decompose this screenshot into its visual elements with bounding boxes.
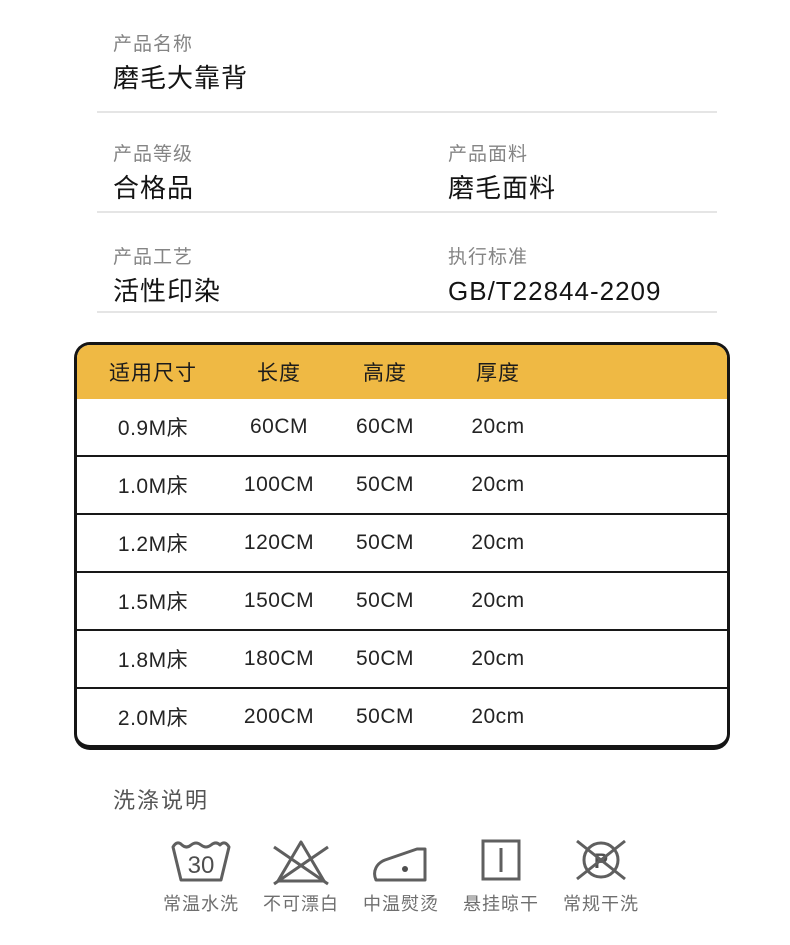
table-row: 1.5M床 150CM 50CM 20cm [77,571,727,630]
table-header-cell: 长度 [229,345,329,399]
iron-medium-heat-icon [373,847,427,882]
table-header-cell: 适用尺寸 [77,345,229,399]
product-grade-value: 合格品 [113,173,195,203]
wash-item-label: 常规干洗 [563,894,639,914]
table-cell: 60CM [249,415,309,438]
table-cell-spacer [555,571,727,630]
table-cell: 20cm [441,455,555,514]
table-cell: 2.0M床 [77,687,229,745]
no-bleach-icon [273,840,329,886]
wash-item-label: 中温熨烫 [363,894,439,914]
table-cell: 180CM [229,629,329,688]
table-cell: 150CM [229,571,329,630]
table-cell-spacer [555,455,727,514]
size-table-header-row: 适用尺寸 长度 高度 厚度 [77,345,727,399]
table-cell: 50CM [329,571,441,630]
product-fabric-field: 产品面料 磨毛面料 [448,143,556,204]
table-row: 1.0M床 100CM 50CM 20cm [77,455,727,514]
table-cell-spacer [555,513,727,572]
product-name-label: 产品名称 [113,34,194,55]
product-grade-label: 产品等级 [113,144,194,165]
table-cell: 100CM [229,455,329,514]
table-cell-spacer [555,399,727,456]
table-cell: 200CM [229,687,329,745]
wash-item: 中温熨烫 [351,834,451,916]
table-row: 1.2M床 120CM 50CM 20cm [77,513,727,572]
table-cell: 1.8M床 [77,629,229,688]
table-cell: 50CM [329,629,441,688]
wash-item: 不可漂白 [251,834,351,916]
table-cell: 50CM [329,513,441,572]
size-table: 适用尺寸 长度 高度 厚度 0.9M床 60CM 60CM 20cm 1.0M床 [74,342,730,750]
table-header-cell: 厚度 [441,345,555,399]
product-craft-value: 活性印染 [113,276,222,306]
table-cell: 20cm [441,571,555,630]
product-name-field: 产品名称 磨毛大靠背 [113,33,248,94]
product-craft-field: 产品工艺 活性印染 [113,246,221,307]
washing-section-title: 洗涤说明 [113,788,210,813]
wash-item-label: 不可漂白 [263,894,339,914]
product-standard-field: 执行标准 GB/T22844-2209 [448,246,661,307]
product-fabric-value: 磨毛面料 [448,173,557,203]
table-header-cell: 高度 [329,345,441,399]
wash-item: 30 常温水洗 [151,834,251,916]
product-standard-label: 执行标准 [448,247,529,268]
table-header-spacer [555,345,727,399]
svg-text:30: 30 [188,852,215,879]
table-row: 0.9M床 60CM 60CM 20cm [77,399,727,456]
table-cell: 20cm [441,513,555,572]
table-row: 1.8M床 180CM 50CM 20cm [77,629,727,688]
product-fabric-label: 产品面料 [448,144,529,165]
wash-item-label: 常温水洗 [163,894,239,914]
wash-30-icon: 30 [171,841,231,882]
divider [97,311,717,313]
table-row: 2.0M床 200CM 50CM 20cm [77,687,727,745]
table-cell: 50CM [329,687,441,745]
product-name-value: 磨毛大靠背 [113,63,249,93]
divider [97,111,717,113]
table-cell: 50CM [329,455,441,514]
product-standard-value: GB/T22844-2209 [448,276,662,306]
wash-item: 悬挂晾干 [451,834,551,916]
table-cell: 20cm [471,415,525,438]
table-cell: 0.9M床 [117,417,189,440]
divider [97,211,717,213]
hang-dry-icon [481,839,521,881]
wash-item: P 常规干洗 [551,834,651,916]
table-cell-spacer [555,629,727,688]
table-cell: 60CM [355,415,415,438]
table-cell: 20cm [441,629,555,688]
table-cell: 20cm [441,687,555,745]
product-craft-label: 产品工艺 [113,247,194,268]
wash-item-label: 悬挂晾干 [463,894,539,914]
table-cell: 1.0M床 [77,455,229,514]
table-cell-spacer [555,687,727,745]
no-dry-clean-icon: P [576,839,626,881]
product-grade-field: 产品等级 合格品 [113,143,194,204]
washing-icons-row: 30 常温水洗 不可漂白 中温熨烫 悬挂晾干 [151,834,651,916]
table-cell: 1.5M床 [77,571,229,630]
table-cell: 1.2M床 [77,513,229,572]
table-cell: 120CM [229,513,329,572]
